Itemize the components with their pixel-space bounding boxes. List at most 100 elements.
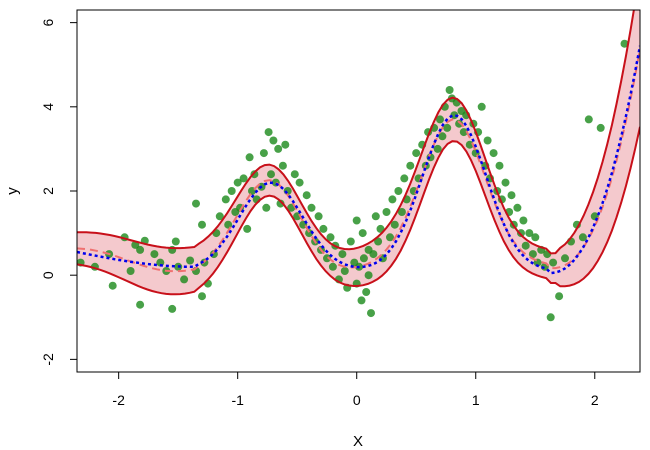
band-lower-line [77,126,640,296]
data-point [394,187,403,195]
data-point [198,292,206,301]
x-tick-label: 1 [472,392,480,408]
data-point [307,203,316,212]
data-point [198,220,206,229]
data-point [245,153,254,162]
data-point [584,115,593,124]
data-point [549,258,558,267]
y-axis: -2 0 2 4 6 [40,19,77,366]
data-point [561,254,569,263]
data-point [168,304,177,313]
y-tick-label: -2 [40,353,56,366]
data-point [443,123,452,132]
data-point [274,144,283,153]
data-point [364,271,373,280]
data-point [281,140,290,149]
x-axis: -2 -1 0 1 2 [112,372,599,408]
mean-line [77,48,640,273]
data-point [314,212,323,221]
data-point [243,224,252,233]
data-point [495,161,504,170]
data-point [352,216,361,225]
plot-frame [76,9,641,373]
confidence-band [77,10,640,295]
data-point [328,262,337,271]
data-point [126,267,135,275]
data-point [136,245,145,254]
data-point [390,220,399,229]
data-point [233,178,242,187]
data-point [450,111,459,120]
data-point [276,199,285,208]
fit-lines [77,10,640,296]
data-point [227,187,236,195]
data-point [620,39,629,48]
data-point [136,300,145,309]
data-point [346,237,355,246]
data-point [386,233,394,242]
x-tick-label: -1 [231,392,244,408]
x-tick-label: -2 [112,392,125,408]
data-point [278,161,287,170]
data-point [525,229,534,238]
data-point [290,170,299,179]
data-point [513,203,522,212]
data-point [388,195,397,204]
data-point [528,250,537,259]
x-tick-label: 0 [353,392,361,408]
data-point [455,119,464,128]
data-point [507,191,516,200]
data-point [259,149,268,158]
data-point [578,233,587,242]
x-axis-label: X [353,433,363,450]
data-point [397,208,406,216]
band-upper-line [77,10,635,255]
data-point [150,250,159,259]
y-axis-label: y [4,187,21,195]
y-tick-label: 4 [40,103,56,111]
data-point [483,136,492,145]
data-point [221,195,230,204]
data-point [412,149,421,158]
data-point [358,229,367,238]
data-point [445,86,454,94]
data-point [477,102,486,111]
data-point [371,212,380,221]
data-point [262,203,271,212]
data-point [326,233,335,242]
data-point [180,275,189,284]
data-point [519,216,528,225]
data-point [340,267,349,275]
data-point [302,191,311,200]
data-point [596,123,605,132]
data-point [555,292,564,301]
data-point [269,136,278,145]
data-point [192,199,200,208]
data-point [239,174,248,183]
data-point [295,178,304,187]
data-point [438,132,447,141]
data-point [374,237,383,246]
data-point [357,296,366,305]
y-tick-label: 6 [40,19,56,27]
data-point [171,237,180,246]
data-point [531,233,540,242]
data-point [406,161,415,170]
data-point [319,224,328,233]
true-function-line [77,45,640,275]
data-point [517,229,525,238]
data-point [215,212,224,221]
data-point [362,288,371,296]
data-point [108,281,117,290]
data-point [501,178,510,187]
data-point [521,241,530,250]
y-tick-label: 0 [40,271,56,279]
data-point [338,250,347,259]
data-point [267,170,275,179]
data-point [489,149,498,158]
data-point [436,115,444,124]
data-point [400,174,409,183]
data-point [382,208,391,216]
data-point [323,254,331,263]
